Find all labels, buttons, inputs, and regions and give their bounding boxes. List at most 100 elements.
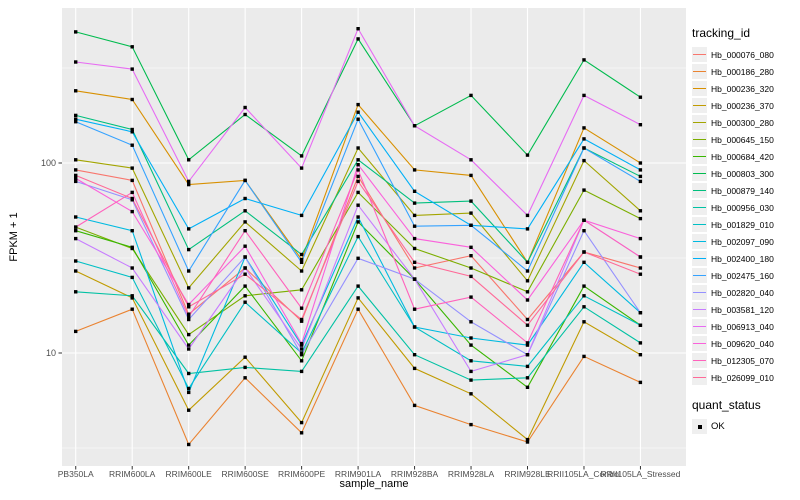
data-point [469, 369, 473, 374]
data-point [356, 117, 360, 121]
data-point [582, 146, 586, 150]
data-point [299, 341, 304, 346]
data-point [638, 174, 643, 179]
data-point [356, 203, 360, 207]
data-point [469, 343, 473, 347]
data-point [243, 244, 247, 248]
data-point [525, 213, 530, 218]
legend-entry-label: Hb_000684_420 [711, 151, 774, 162]
data-point [525, 323, 530, 327]
data-point [412, 260, 417, 264]
data-point [356, 146, 360, 150]
legend-entry-label: Hb_000236_370 [711, 100, 774, 111]
data-point [299, 306, 304, 310]
data-point [469, 245, 473, 249]
x-axis-title: sample_name [339, 478, 409, 490]
data-point [469, 274, 473, 279]
data-point [299, 369, 304, 374]
data-point [356, 27, 360, 31]
data-point [299, 347, 304, 351]
data-point [356, 296, 360, 300]
data-point [243, 209, 247, 213]
data-point [582, 188, 586, 192]
data-point [187, 247, 191, 252]
legend-entry: Hb_000236_320 [692, 80, 798, 97]
data-point [243, 294, 247, 298]
data-point [74, 120, 78, 124]
data-point [412, 201, 417, 205]
data-point [243, 196, 247, 201]
legend-entry: Hb_012305_070 [692, 352, 798, 369]
data-point [243, 266, 247, 270]
legend-entry-label: Hb_000186_280 [711, 66, 774, 77]
data-point [299, 269, 304, 273]
x-tick-label: RRIM600LA [109, 469, 156, 479]
data-point [582, 218, 586, 222]
x-tick-label: RRIM901LA [334, 469, 382, 479]
data-point [74, 179, 78, 184]
data-point [582, 284, 586, 288]
data-point [525, 353, 530, 357]
data-point [299, 252, 304, 257]
data-point [469, 93, 473, 98]
legend-key-line-icon [692, 268, 707, 283]
data-point [356, 215, 360, 219]
data-point [412, 366, 417, 371]
legend: tracking_id Hb_000076_080 Hb_000186_280 Hb… [692, 26, 798, 435]
data-point [187, 179, 191, 184]
data-point [469, 295, 473, 299]
data-point [638, 123, 643, 127]
data-point [638, 255, 643, 259]
x-tick-label: RRIM600PE [277, 469, 326, 479]
data-point [582, 137, 586, 141]
legend-entry-label: Hb_003581_120 [711, 304, 774, 315]
data-point [412, 189, 417, 193]
data-point [187, 158, 191, 162]
data-point [243, 365, 247, 370]
legend-entry: Hb_003581_120 [692, 301, 798, 318]
data-point [582, 354, 586, 359]
data-point [74, 329, 78, 334]
data-point [243, 255, 247, 259]
data-point [299, 319, 304, 323]
data-point [130, 294, 134, 298]
legend-entry-label: Hb_001829_010 [711, 219, 774, 230]
legend-key-line-icon [692, 47, 707, 62]
data-point [469, 422, 473, 427]
data-point [582, 260, 586, 264]
data-point [299, 288, 304, 292]
x-tick-label: RRIM928LE [504, 469, 551, 479]
data-point [412, 325, 417, 329]
legend-entry: Hb_000684_420 [692, 148, 798, 165]
data-point [187, 182, 191, 187]
data-point [74, 236, 78, 241]
data-point [525, 153, 530, 157]
data-point [356, 256, 360, 260]
data-point [469, 211, 473, 215]
data-point [638, 236, 643, 241]
data-point [582, 158, 586, 163]
data-point [638, 266, 643, 270]
data-point [74, 173, 78, 178]
legend-entry-label: Hb_000956_030 [711, 202, 774, 213]
legend-entry-label: Hb_002400_180 [711, 253, 774, 264]
data-point [130, 97, 134, 102]
data-point [299, 317, 304, 322]
data-point [525, 298, 530, 302]
y-axis-title: FPKM + 1 [8, 212, 20, 262]
y-tick-label-100: 100 [40, 158, 56, 168]
legend-entry-label: Hb_006913_040 [711, 321, 774, 332]
data-point [130, 307, 134, 311]
legend-key-line-icon [692, 200, 707, 215]
legend-key-line-icon [692, 149, 707, 164]
data-point [525, 376, 530, 380]
data-point [299, 260, 304, 264]
legend-key-line-icon [692, 115, 707, 130]
data-point [638, 272, 643, 276]
legend-entry-ok: OK [692, 418, 798, 435]
data-point [74, 290, 78, 294]
legend-entry: Hb_000076_080 [692, 46, 798, 63]
legend-key-line-icon [692, 81, 707, 96]
data-point [412, 236, 417, 241]
